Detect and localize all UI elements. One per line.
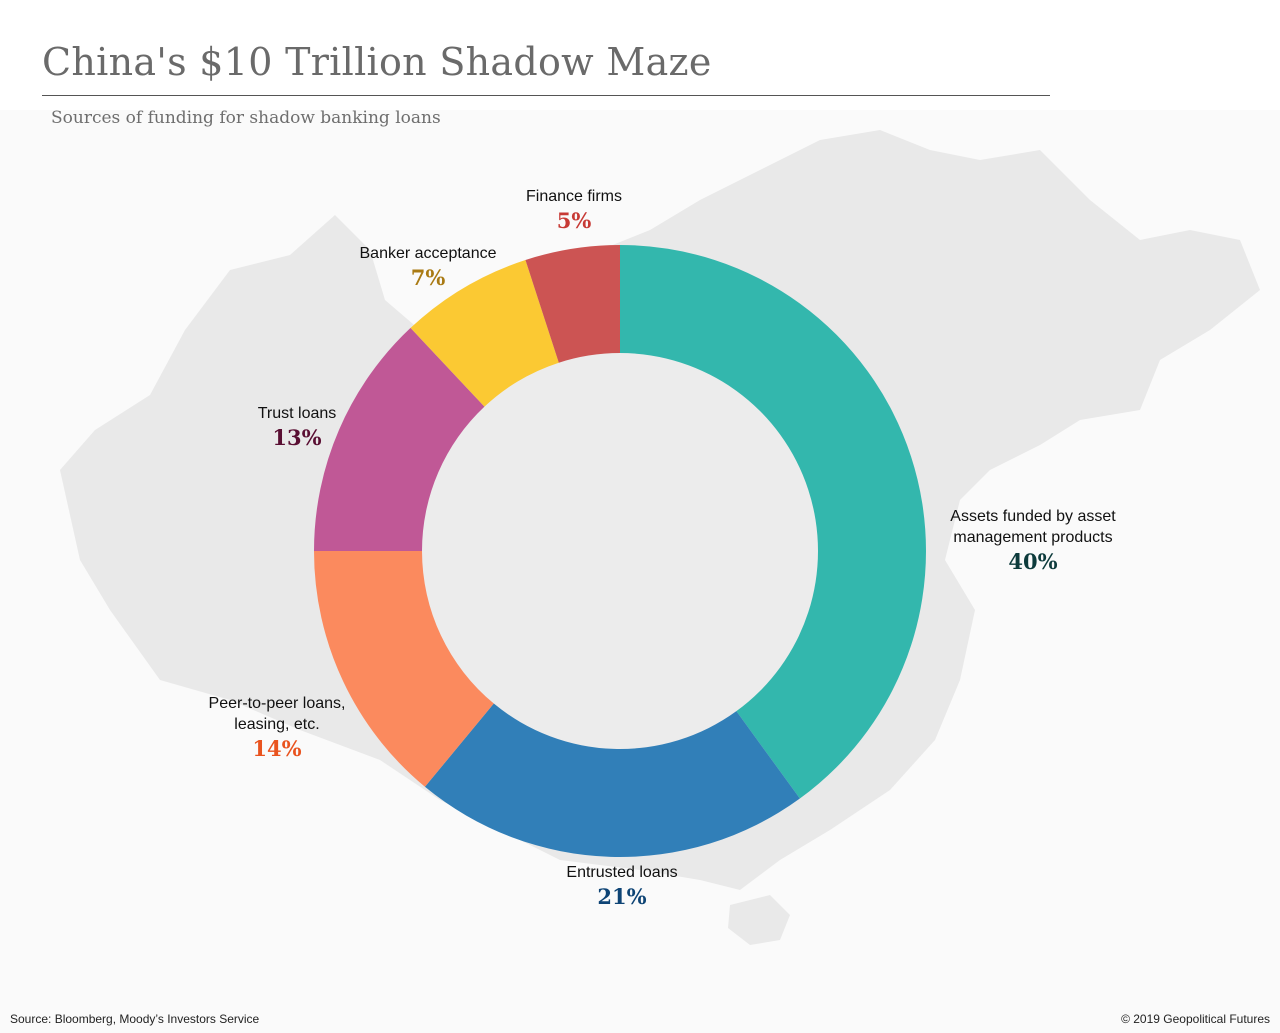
donut-slice-assets-funded-by-asset-management-products bbox=[620, 245, 926, 799]
slice-name-banker-acceptance: Banker acceptance bbox=[359, 245, 497, 262]
slice-name-assets-funded-by-asset-management-products-line-2: management products bbox=[953, 529, 1113, 546]
slice-name-entrusted-loans: Entrusted loans bbox=[566, 864, 678, 881]
slice-value-peer-to-peer-loans-leasing-etc: 14% bbox=[252, 736, 302, 761]
slice-name-peer-to-peer-loans-leasing-etc-line-1: Peer-to-peer loans, bbox=[208, 695, 346, 712]
slice-name-finance-firms: Finance firms bbox=[525, 188, 623, 205]
slice-label-banker-acceptance: Banker acceptance 7% bbox=[360, 243, 497, 291]
slice-label-peer-to-peer-loans-leasing-etc: Peer-to-peer loans, leasing, etc. 14% bbox=[209, 693, 346, 762]
chart-title: China's $10 Trillion Shadow Maze bbox=[42, 40, 712, 84]
slice-value-entrusted-loans: 21% bbox=[597, 884, 647, 909]
slice-value-trust-loans: 13% bbox=[272, 425, 322, 450]
source-note: Source: Bloomberg, Moody’s Investors Ser… bbox=[10, 1012, 260, 1026]
donut-slice-trust-loans bbox=[314, 327, 485, 551]
slice-name-assets-funded-by-asset-management-products-line-1: Assets funded by asset bbox=[950, 508, 1116, 525]
slice-label-trust-loans: Trust loans 13% bbox=[258, 403, 337, 451]
copyright-note: © 2019 Geopolitical Futures bbox=[1121, 1012, 1270, 1026]
title-divider bbox=[42, 95, 1050, 96]
slice-name-peer-to-peer-loans-leasing-etc-line-2: leasing, etc. bbox=[234, 716, 320, 733]
slice-name-trust-loans: Trust loans bbox=[257, 405, 337, 422]
slice-label-assets-funded-by-asset-management-products: Assets funded by asset management product… bbox=[950, 506, 1115, 575]
donut-slice-peer-to-peer-loans-leasing-etc bbox=[314, 551, 494, 787]
chart-subtitle: Sources of funding for shadow banking lo… bbox=[51, 108, 441, 128]
donut-slice-entrusted-loans bbox=[424, 703, 800, 858]
slice-label-entrusted-loans: Entrusted loans 21% bbox=[566, 862, 677, 910]
slice-value-finance-firms: 5% bbox=[556, 208, 592, 233]
donut-slice-banker-acceptance bbox=[410, 259, 559, 407]
slice-value-assets-funded-by-asset-management-products: 40% bbox=[1008, 549, 1058, 574]
donut-hole bbox=[422, 353, 818, 749]
donut-slice-finance-firms bbox=[525, 245, 620, 363]
slice-label-finance-firms: Finance firms 5% bbox=[526, 186, 622, 234]
slice-value-banker-acceptance: 7% bbox=[410, 265, 446, 290]
